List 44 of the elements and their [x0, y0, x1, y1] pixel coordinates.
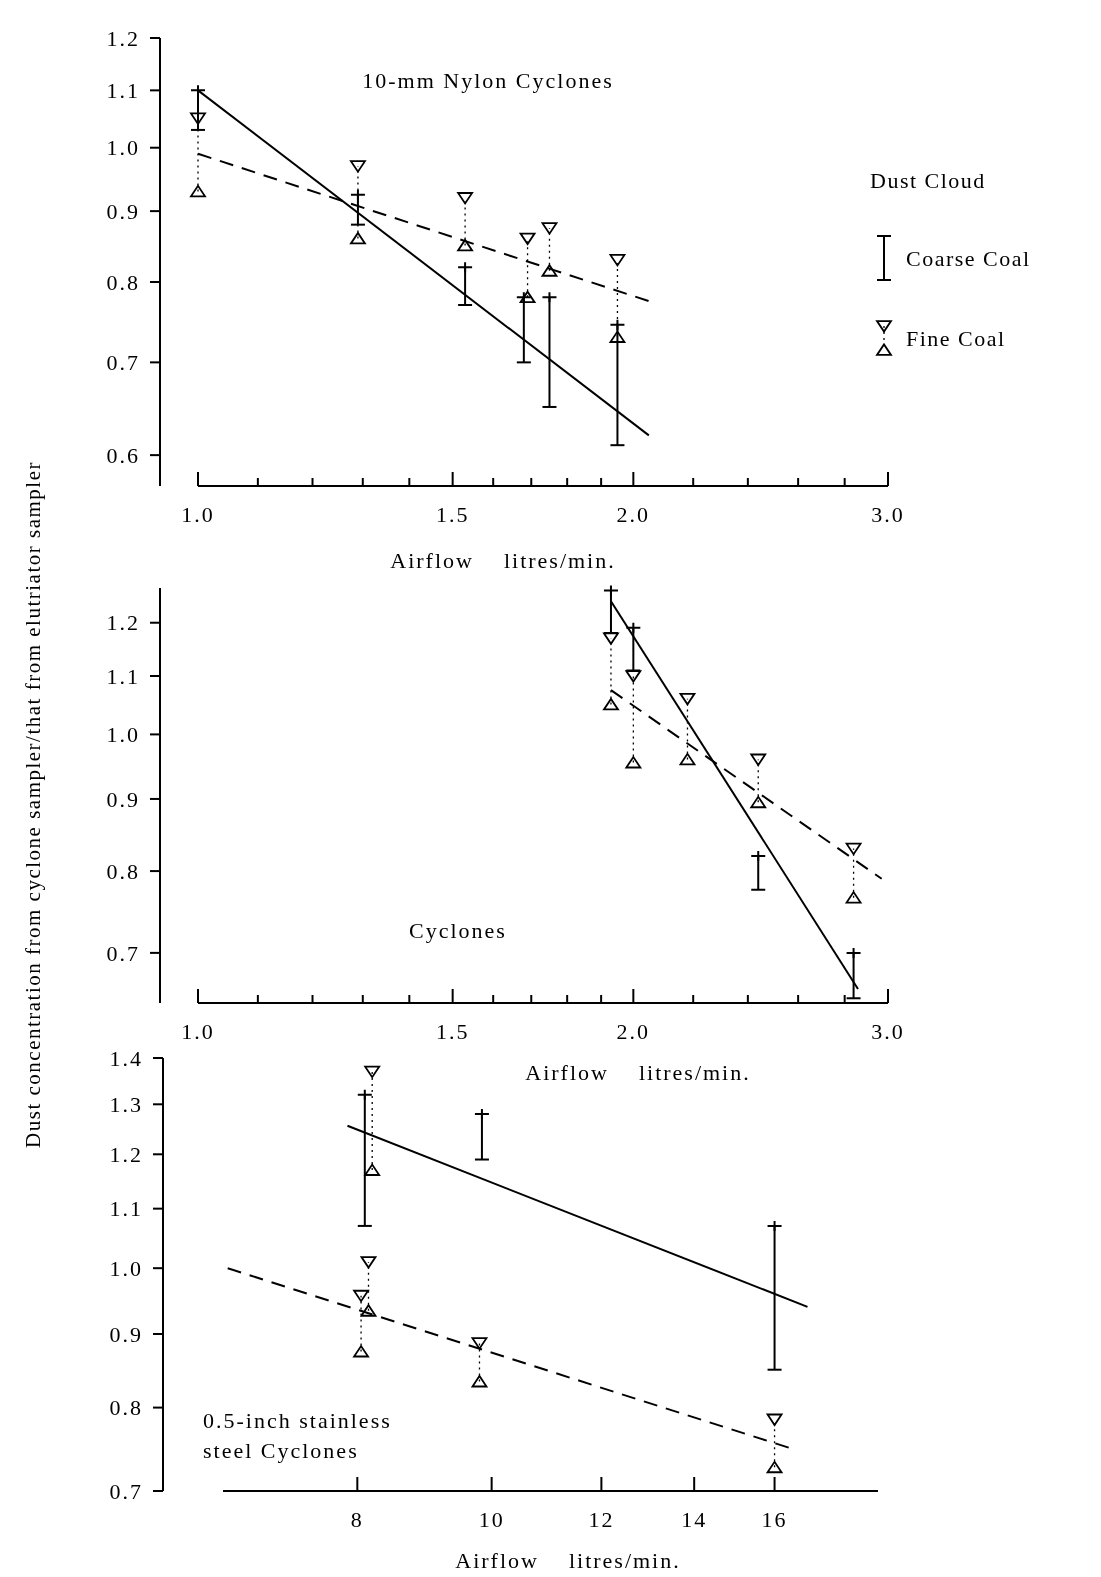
y-tick-label: 1.4: [109, 1045, 143, 1071]
x-tick-label: 14: [681, 1507, 708, 1532]
x-tick-label: 1.0: [181, 1019, 215, 1044]
x-tick-label: 1.5: [435, 502, 470, 527]
y-tick-label: 1.2: [106, 610, 140, 636]
legend-title: Dust Cloud: [870, 168, 986, 193]
legend-label: Coarse Coal: [906, 245, 1031, 271]
y-axis-title: Dust concentration from cyclone sampler/that from elutriator sampler: [21, 461, 45, 1148]
y-tick-label: 0.8: [106, 269, 140, 295]
y-tick-label: 0.9: [106, 786, 140, 812]
x-tick-label: 10: [478, 1507, 505, 1532]
y-tick-label: 0.7: [106, 940, 140, 966]
text: Cyclones: [409, 918, 507, 943]
y-tick-label: 1.1: [106, 663, 140, 689]
x-tick-label: 1.0: [181, 502, 215, 527]
y-tick-label: 1.0: [106, 722, 140, 748]
x-tick-label: 2.0: [616, 502, 651, 527]
y-tick-label: 0.7: [106, 350, 140, 376]
x-tick-label: 2.0: [616, 1019, 651, 1044]
x-tick-label: 3.0: [871, 502, 905, 527]
legend-label: Fine Coal: [906, 325, 1006, 351]
y-tick-label: 1.2: [106, 25, 140, 51]
y-tick-label: 1.1: [109, 1196, 143, 1222]
y-tick-label: 0.6: [106, 442, 140, 468]
x-axis-title: Airflow litres/min.: [455, 1548, 681, 1573]
y-tick-label: 1.3: [109, 1091, 143, 1117]
text: 0.5-inch stainless steel Cyclones: [203, 1408, 392, 1463]
y-tick-label: 0.7: [109, 1478, 143, 1504]
x-tick-label: 8: [350, 1507, 364, 1532]
y-tick-label: 1.2: [109, 1142, 143, 1167]
y-tick-label: 1.0: [109, 1255, 143, 1281]
x-tick-label: 3.0: [871, 1019, 905, 1044]
x-tick-label: 16: [761, 1507, 788, 1532]
x-tick-label: 12: [588, 1507, 615, 1532]
y-tick-label: 1.0: [106, 135, 140, 161]
y-tick-label: 1.1: [106, 78, 140, 104]
x-axis-title: Airflow litres/min.: [390, 548, 616, 573]
y-tick-label: 0.8: [109, 1395, 143, 1421]
y-tick-label: 0.9: [109, 1321, 143, 1347]
y-tick-label: 0.9: [106, 198, 140, 224]
x-tick-label: 1.5: [435, 1019, 470, 1044]
text: 10-mm Nylon Cyclones: [362, 68, 614, 93]
y-tick-label: 0.8: [106, 858, 140, 884]
x-axis-title: Airflow litres/min.: [525, 1060, 751, 1085]
